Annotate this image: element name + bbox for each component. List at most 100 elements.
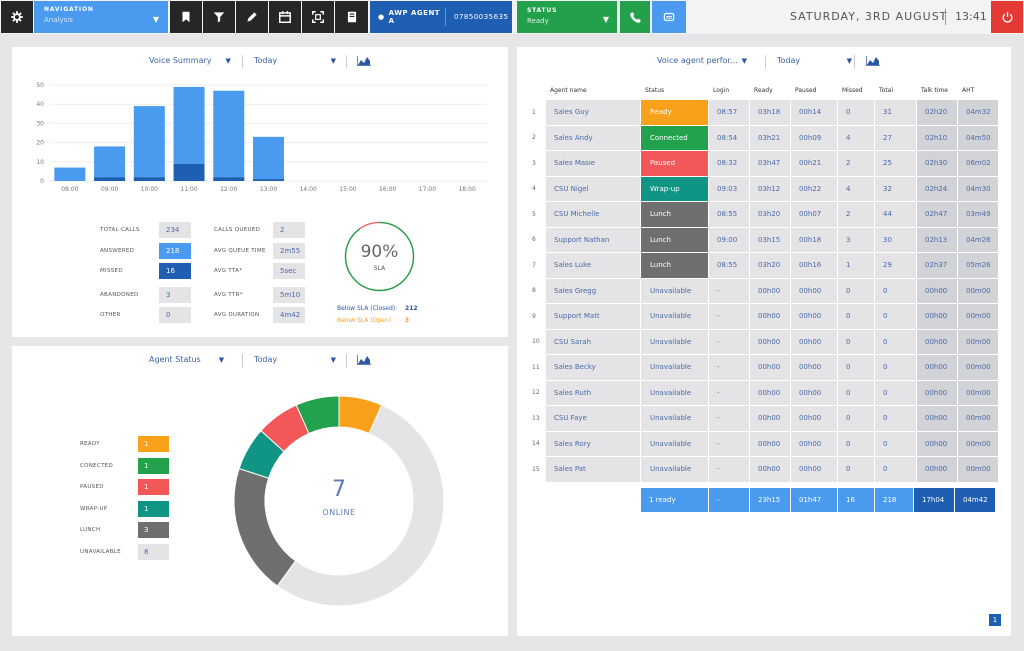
column-header[interactable]: Paused [795,86,817,94]
footer-aht: 04m42 [955,488,995,512]
period-dropdown[interactable]: Today ▼ [777,56,852,65]
edit-button[interactable] [236,1,268,33]
calendar-button[interactable] [269,1,301,33]
chart-icon[interactable] [866,56,880,66]
agent-name: Sales Becky [546,355,640,380]
column-header[interactable]: Status [645,86,665,94]
column-header[interactable]: AHT [962,86,975,94]
legend-label: PAUSED [80,484,104,490]
divider [945,9,946,25]
logout-button[interactable] [991,1,1023,33]
talk-time-cell: 02h10 [917,125,957,150]
notes-button[interactable] [335,1,368,33]
table-row[interactable]: 1 Sales Guy Ready 08:57 03h18 00h14 0 31 02h20 04… [528,100,998,125]
ready-cell: 00h00 [750,329,790,354]
table-row[interactable]: 4 CSU Nigel Wrap-up 09:03 03h12 00h22 4 32 02h24… [528,176,998,201]
agent-name: CSU Sarah [546,329,640,354]
row-number: 4 [532,185,536,193]
table-row[interactable]: 5 CSU Michelle Lunch 08:55 03h20 00h07 2 44 02h4… [528,202,998,227]
status-cell: Unavailable [641,355,708,380]
column-header[interactable]: Agent name [550,86,587,94]
aht-cell: 00m00 [958,329,998,354]
bookmark-button[interactable] [170,1,202,33]
aht-cell: 00m00 [958,457,998,482]
table-row[interactable]: 15 Sales Pat Unavailable -00h00 00h00 0 0 00h00… [528,457,998,482]
column-header[interactable]: Talk time [921,86,948,94]
stat-label: MISSED [100,268,123,274]
x-tick-label: 16:00 [379,186,396,193]
below-sla-closed-label: Below SLA (Closed): [337,305,398,312]
column-header[interactable]: Login [713,86,730,94]
settings-button[interactable] [1,1,33,33]
chart-icon[interactable] [357,355,371,365]
talk-time-cell: 00h00 [917,329,957,354]
answered-bar [213,90,245,178]
table-row[interactable]: 3 Sales Masie Paused 08:32 03h47 00h21 2 25 02h3… [528,151,998,176]
agent-name: Sales Masie [546,151,640,176]
metric-dropdown[interactable]: Agent Status ▼ [149,355,224,364]
chart-icon[interactable] [357,56,371,66]
status-dropdown[interactable]: STATUS Ready ▼ [517,1,617,33]
missed-cell: 4 [838,176,874,201]
table-row[interactable]: 10 CSU Sarah Unavailable -00h00 00h00 0 0 00h00… [528,329,998,354]
phone-button[interactable] [620,1,650,33]
missed-cell: 4 [838,125,874,150]
login-cell: 08:55 [709,253,749,278]
stat-label: OTHER [100,312,121,318]
x-tick-label: 11:00 [180,186,197,193]
stat-value: 234 [159,222,191,238]
legend-label: UNAVAILABLE [80,548,121,555]
column-header[interactable]: Ready [754,86,773,94]
aht-cell: 00m00 [958,431,998,456]
table-row[interactable]: 6 Support Nathan Lunch 09:00 03h15 00h18 3 30 02… [528,227,998,252]
x-tick-label: 14:00 [300,186,317,193]
table-row[interactable]: 14 Sales Rory Unavailable -00h00 00h00 0 0 00h0… [528,431,998,456]
column-header[interactable]: Missed [842,86,863,94]
below-sla-open-value: 3 [404,317,410,324]
navigation-label: NAVIGATION [44,6,94,13]
missed-cell: 0 [838,355,874,380]
table-row[interactable]: 2 Sales Andy Connected 08:54 03h21 00h09 4 27 02… [528,125,998,150]
page-number[interactable]: 1 [989,614,1001,626]
table-row[interactable]: 13 CSU Faye Unavailable -00h00 00h00 0 0 00h00 0… [528,406,998,431]
filter-button[interactable] [203,1,235,33]
table-row[interactable]: 8 Sales Gregg Unavailable -00h00 00h00 0 0 00h0… [528,278,998,303]
fullscreen-button[interactable] [302,1,334,33]
table-row[interactable]: 7 Sales Luke Lunch 08:55 03h20 00h16 1 29 02h37 0… [528,253,998,278]
table-row[interactable]: 12 Sales Ruth Unavailable -00h00 00h00 0 0 00h0… [528,380,998,405]
table-row[interactable]: 9 Support Matt Unavailable -00h00 00h00 0 0 00h… [528,304,998,329]
column-header[interactable]: Total [879,86,894,94]
navigation-dropdown[interactable]: NAVIGATION Analysis ▼ [34,1,168,33]
top-bar: NAVIGATION Analysis ▼ ● AWP AGENT A 07850… [0,0,1024,34]
legend-value: 1 [138,457,169,474]
missed-bar [173,163,205,181]
y-tick-label: 50 [36,82,44,89]
agent-name: Support Nathan [546,227,640,252]
login-cell: 09:03 [709,176,749,201]
paused-cell: 00h14 [791,100,837,125]
metric-dropdown[interactable]: Voice Summary ▼ [149,56,231,65]
divider [242,354,243,368]
row-number: 10 [532,338,540,346]
legend-label: READY [80,441,100,447]
ready-cell: 03h47 [750,151,790,176]
period-dropdown[interactable]: Today ▼ [254,355,336,364]
headset-button[interactable] [652,1,686,33]
period-dropdown[interactable]: Today ▼ [254,56,336,65]
aht-cell: 04m50 [958,125,998,150]
login-cell: - [709,355,749,380]
stat-label: AVG QUEUE TIME [214,248,266,254]
caret-down-icon: ▼ [225,56,231,65]
x-tick-label: 08:00 [61,186,78,193]
total-cell: 44 [875,202,916,227]
login-cell: - [709,406,749,431]
total-cell: 30 [875,227,916,252]
metric-dropdown[interactable]: Voice agent perfor... ▼ [657,56,747,65]
paused-cell: 00h22 [791,176,837,201]
table-row[interactable]: 11 Sales Becky Unavailable -00h00 00h00 0 0 00h… [528,355,998,380]
period-label: Today [777,56,801,65]
paused-cell: 00h00 [791,406,837,431]
talk-time-cell: 02h37 [917,253,957,278]
aht-cell: 05m26 [958,253,998,278]
talk-time-cell: 00h00 [917,431,957,456]
